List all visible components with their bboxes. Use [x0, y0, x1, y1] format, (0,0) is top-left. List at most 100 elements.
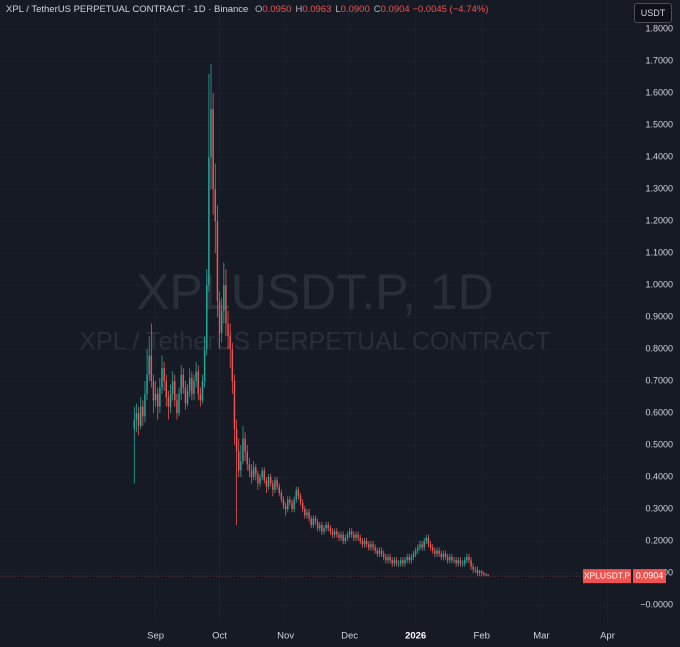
y-tick-label: 1.7000 [645, 55, 673, 65]
y-tick-label: 1.8000 [645, 23, 673, 33]
candle-body [139, 406, 142, 426]
x-tick-label: Dec [341, 631, 358, 642]
candle-body [438, 550, 440, 554]
candle-body [231, 349, 234, 382]
candle-body [316, 521, 319, 529]
candle-body [474, 569, 477, 571]
symbol-tag-bg [583, 569, 631, 584]
candle-body [227, 323, 229, 337]
y-tick-label: 0.2000 [645, 535, 673, 545]
candle-body [289, 499, 291, 503]
candle-body [225, 285, 227, 324]
candle-body [340, 534, 342, 538]
candle-body [421, 544, 423, 548]
candle-body [461, 563, 464, 565]
watermark-description: XPL / TetherUS PERPETUAL CONTRACT [79, 328, 550, 356]
candle-body [244, 438, 246, 452]
candle-body [483, 573, 485, 575]
candle-body [440, 553, 442, 558]
candle-body [314, 518, 317, 522]
candle-body [178, 393, 180, 414]
candle-body [201, 381, 204, 401]
y-tick-label: 1.3000 [645, 183, 673, 193]
candle-body [412, 553, 415, 558]
candle-body [374, 547, 376, 551]
candle-body [457, 560, 460, 564]
candle-body [353, 534, 355, 538]
candle-body [220, 310, 223, 334]
price-tag: 0.0904 [636, 570, 664, 580]
candle-body [466, 557, 468, 561]
candle-body [470, 560, 472, 567]
candle-body [365, 541, 368, 545]
candle-body [378, 550, 381, 554]
candle-body [304, 509, 306, 516]
grid [0, 0, 632, 622]
candle-body [451, 557, 453, 561]
ohlc-label: C [373, 4, 381, 15]
candle-body [208, 157, 210, 286]
candle-body [472, 566, 474, 570]
candle-body [327, 525, 330, 529]
x-tick-label: 2026 [405, 631, 426, 642]
candle-body [329, 528, 332, 532]
candle-body [306, 512, 308, 516]
ohlc-label: H [295, 4, 303, 15]
candle-body [257, 473, 259, 484]
y-tick-label: 1.6000 [645, 87, 673, 97]
y-tick-label: 0.6000 [645, 407, 673, 417]
candle-body [361, 541, 364, 545]
candle-body [156, 393, 159, 407]
x-tick-label: Mar [533, 631, 549, 642]
candle-body [397, 563, 400, 565]
candle-body [137, 413, 140, 426]
candle-body [169, 393, 172, 407]
candle-body [391, 560, 393, 564]
candle-body [152, 381, 155, 401]
candle-body [191, 377, 193, 394]
y-tick-label: 0.5000 [645, 439, 673, 449]
candle-body [210, 109, 212, 158]
candle-body [135, 413, 138, 420]
candle-body [406, 557, 408, 561]
candle-body [255, 467, 257, 474]
candle-body [142, 406, 144, 417]
candle-body [212, 109, 214, 190]
candle-body [310, 518, 312, 526]
candle-body [203, 349, 206, 382]
candle-body [333, 531, 336, 535]
legend-header: XPL / TetherUS PERPETUAL CONTRACT · 1D ·… [6, 4, 488, 15]
candle-body [414, 550, 417, 554]
axes: −0.00000.10000.20000.30000.40000.50000.6… [0, 23, 673, 642]
candle-body [348, 531, 351, 535]
candle-body [161, 368, 163, 388]
candle-body [325, 525, 327, 529]
candle-body [176, 400, 178, 414]
candle-body [444, 553, 447, 558]
candle-body [331, 531, 334, 535]
candle-body [299, 496, 302, 503]
y-tick-label: 1.4000 [645, 151, 673, 161]
candle-body [463, 560, 466, 564]
y-tick-label: 0.7000 [645, 375, 673, 385]
candle-body [434, 550, 436, 554]
y-tick-label: 1.5000 [645, 119, 673, 129]
candle-body [195, 371, 197, 382]
candle-body [399, 560, 402, 564]
candle-body [261, 470, 263, 478]
candle-body [150, 355, 153, 382]
candle-body [480, 571, 483, 574]
candle-body [171, 381, 174, 394]
currency-button[interactable]: USDT [634, 3, 672, 23]
candle-body [174, 381, 176, 401]
candle-body [476, 569, 479, 574]
candle-body [393, 560, 396, 564]
candle-body [380, 550, 383, 554]
candle-body [318, 525, 321, 529]
candle-body [242, 438, 244, 462]
symbol-title: XPL / TetherUS PERPETUAL CONTRACT · 1D ·… [6, 4, 249, 15]
y-tick-label: 0.3000 [645, 503, 673, 513]
candle-body [297, 489, 300, 497]
